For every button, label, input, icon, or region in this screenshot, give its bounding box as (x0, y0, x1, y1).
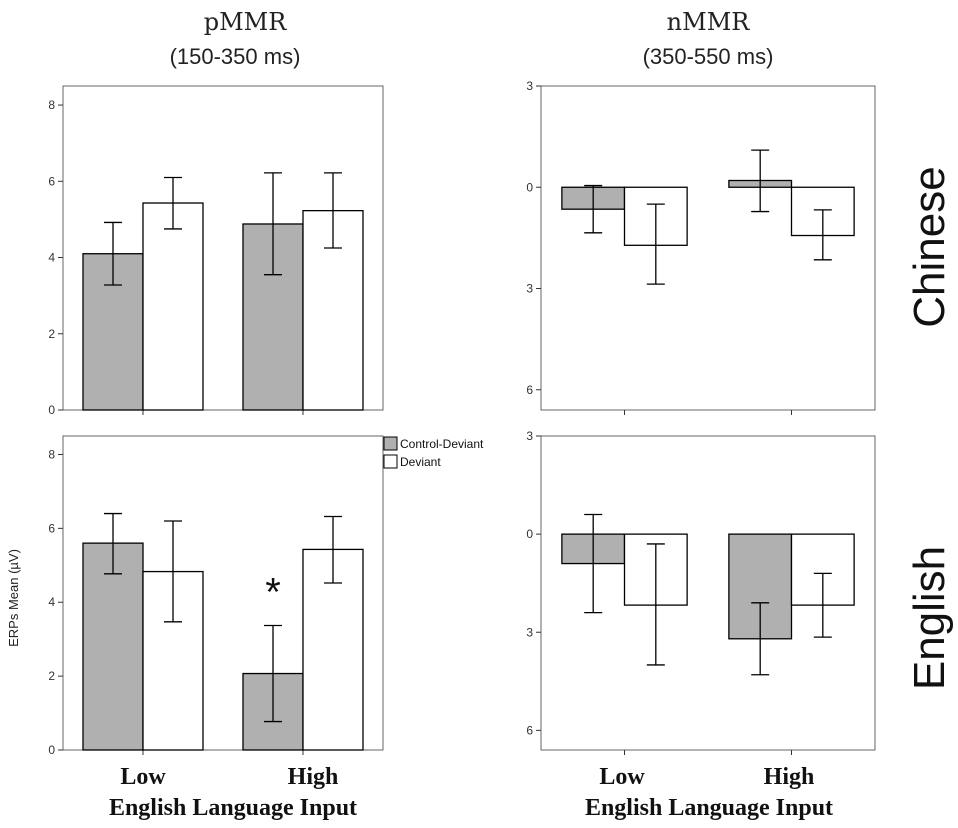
category-label-low-left: Low (120, 764, 166, 790)
legend-label-deviant: Deviant (400, 455, 441, 469)
y-tick-label: 3 (526, 282, 533, 296)
panel-english-pmmr: 0 2 4 6 8 * (48, 435, 384, 757)
panel-chinese-nmmr: 3 0 3 6 (526, 79, 876, 415)
y-tick-label: 8 (48, 447, 55, 461)
y-tick-label: 2 (48, 327, 55, 341)
y-tick-label: 6 (526, 383, 533, 397)
bar-low-deviant (142, 202, 204, 411)
y-tick-label: 3 (526, 625, 533, 639)
row-label-english: English (905, 546, 954, 690)
plot-frame (540, 435, 876, 751)
column-subtitle-pmmr: (150-350 ms) (170, 44, 301, 69)
y-tick-label: 0 (526, 527, 533, 541)
y-tick-label: 4 (48, 251, 55, 265)
y-tick-label: 2 (48, 669, 55, 683)
legend: Control-Deviant Deviant (383, 436, 484, 469)
plot-frame (62, 85, 384, 411)
y-tick-label: 0 (48, 403, 55, 417)
column-subtitle-nmmr: (350-550 ms) (643, 44, 774, 69)
x-axis-label-left: English Language Input (109, 795, 357, 821)
category-label-high-left: High (288, 764, 339, 790)
x-axis-label-right: English Language Input (585, 795, 833, 821)
plot-frame (62, 435, 384, 751)
panel-chinese-pmmr: 0 2 4 6 8 (48, 85, 384, 417)
y-tick-label: 3 (526, 429, 533, 443)
category-label-high-right: High (764, 764, 815, 790)
y-tick-label: 0 (526, 180, 533, 194)
column-title-nmmr: nMMR (667, 8, 751, 36)
y-tick-label: 3 (526, 79, 533, 93)
y-tick-label: 4 (48, 595, 55, 609)
column-title-pmmr: pMMR (204, 8, 288, 36)
legend-swatch-deviant (383, 454, 398, 469)
y-tick-label: 8 (48, 98, 55, 112)
plot-frame (540, 85, 876, 411)
legend-swatch-control-deviant (383, 436, 398, 451)
panel-english-nmmr: 3 0 3 6 (526, 429, 876, 755)
category-label-low-right: Low (599, 764, 645, 790)
row-label-chinese: Chinese (905, 166, 954, 327)
y-tick-label: 6 (48, 521, 55, 535)
y-tick-label: 6 (48, 174, 55, 188)
y-axis-label: ERPs Mean (µV) (6, 549, 21, 647)
bar-high-control-deviant (242, 223, 304, 411)
bar-low-control-deviant (82, 542, 144, 751)
significance-asterisk: * (265, 571, 281, 615)
y-tick-label: 0 (48, 743, 55, 757)
legend-label-control-deviant: Control-Deviant (400, 437, 484, 451)
y-tick-label: 6 (526, 723, 533, 737)
